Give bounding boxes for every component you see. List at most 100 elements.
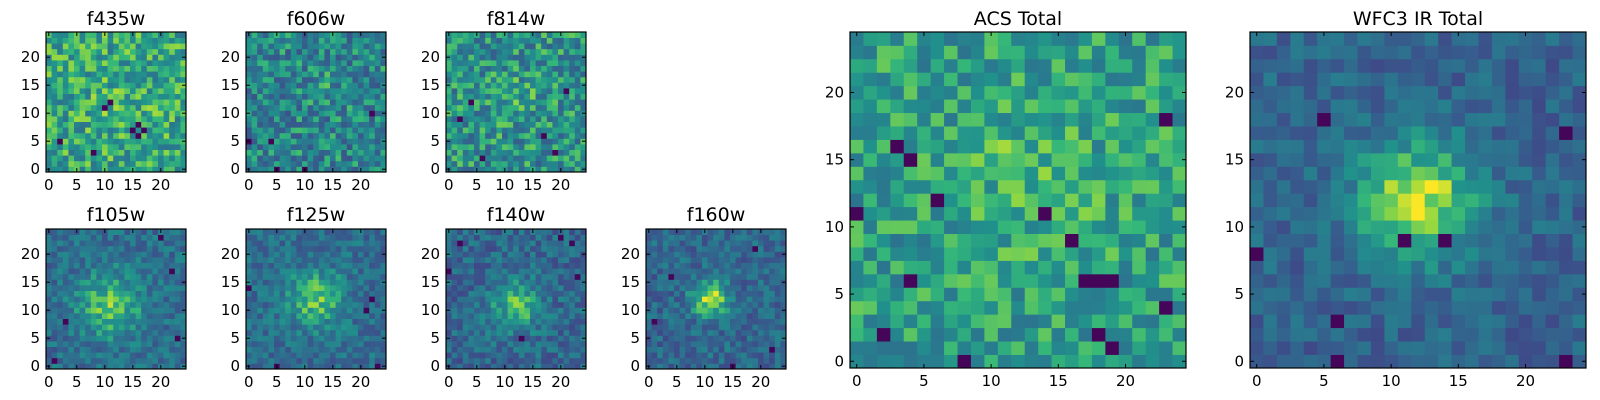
- heatmap-cell: [451, 110, 458, 117]
- x-tick-label: 15: [523, 176, 542, 194]
- heatmap-cell: [307, 363, 314, 370]
- heatmap-cell: [1118, 314, 1133, 329]
- heatmap-cell: [62, 335, 69, 342]
- heatmap-cell: [302, 60, 308, 66]
- heatmap-cell: [352, 279, 359, 286]
- heatmap-cell: [552, 229, 559, 235]
- heatmap-cell: [130, 48, 136, 55]
- heatmap-cell: [335, 138, 342, 145]
- heatmap-cell: [662, 268, 669, 275]
- heatmap-cell: [1051, 166, 1066, 181]
- heatmap-cell: [446, 88, 452, 94]
- heatmap-cell: [944, 220, 958, 234]
- heatmap-cell: [107, 93, 114, 100]
- heatmap-cell: [152, 251, 159, 258]
- heatmap-cell: [174, 357, 181, 364]
- heatmap-cell: [758, 357, 764, 364]
- heatmap-cell: [651, 363, 658, 370]
- heatmap-cell: [346, 296, 353, 303]
- heatmap-cell: [358, 99, 364, 106]
- heatmap-cell: [1065, 166, 1079, 181]
- heatmap-cell: [490, 88, 497, 94]
- heatmap-cell: [462, 229, 469, 235]
- heatmap-cell: [257, 65, 264, 72]
- heatmap-cell: [268, 93, 275, 100]
- heatmap-cell: [62, 245, 69, 252]
- heatmap-cell: [257, 60, 264, 66]
- heatmap-cell: [479, 160, 486, 167]
- heatmap-cell: [490, 144, 497, 150]
- heatmap-cell: [462, 234, 469, 241]
- heatmap-cell: [46, 149, 52, 156]
- heatmap-cell: [130, 324, 136, 331]
- heatmap-cell: [724, 262, 731, 269]
- heatmap-cell: [374, 116, 381, 122]
- heatmap-cell: [752, 341, 759, 347]
- heatmap-cell: [307, 279, 314, 286]
- heatmap-cell: [479, 166, 486, 173]
- heatmap-cell: [57, 313, 64, 319]
- heatmap-cell: [1105, 166, 1120, 181]
- heatmap-cell: [90, 138, 97, 145]
- heatmap-cell: [496, 329, 503, 336]
- heatmap-cell: [380, 352, 387, 359]
- heatmap-cell: [135, 318, 142, 325]
- heatmap-cell: [96, 285, 103, 291]
- heatmap-cell: [62, 116, 69, 122]
- heatmap-cell: [903, 152, 918, 167]
- heatmap-cell: [302, 144, 308, 150]
- heatmap-cell: [917, 327, 932, 342]
- heatmap-cell: [274, 279, 280, 286]
- heatmap-cell: [1132, 273, 1147, 288]
- heatmap-cell: [1159, 314, 1173, 329]
- heatmap-cell: [296, 279, 303, 286]
- heatmap-cell: [346, 116, 353, 122]
- heatmap-cell: [479, 82, 486, 89]
- heatmap-cell: [451, 285, 458, 291]
- heatmap-cell: [546, 132, 553, 139]
- heatmap-cell: [696, 318, 703, 325]
- heatmap-cell: [346, 301, 353, 308]
- heatmap-cell: [752, 363, 759, 370]
- heatmap-cell: [163, 301, 170, 308]
- x-tick-label: 0: [444, 373, 454, 391]
- heatmap-cell: [302, 76, 308, 83]
- heatmap-cell: [257, 116, 264, 122]
- heatmap-cell: [268, 307, 275, 314]
- heatmap-cell: [79, 341, 86, 347]
- heatmap-cell: [574, 99, 581, 106]
- heatmap-cell: [285, 149, 292, 156]
- heatmap-cell: [651, 245, 658, 252]
- heatmap-cell: [646, 341, 652, 347]
- heatmap-cell: [1172, 260, 1187, 275]
- heatmap-cell: [274, 93, 280, 100]
- heatmap-cell: [563, 324, 570, 331]
- heatmap-cell: [290, 88, 297, 94]
- heatmap-cell: [85, 296, 92, 303]
- heatmap-cell: [574, 43, 581, 50]
- heatmap-cell: [1011, 327, 1026, 342]
- heatmap-cell: [330, 65, 336, 72]
- heatmap-cell: [124, 76, 131, 83]
- heatmap-cell: [451, 48, 458, 55]
- heatmap-cell: [346, 127, 353, 134]
- heatmap-cell: [146, 65, 153, 72]
- heatmap-cell: [74, 99, 80, 106]
- heatmap-cell: [169, 116, 176, 122]
- y-tick-label: 20: [221, 245, 240, 263]
- heatmap-cell: [490, 76, 497, 83]
- heatmap-cell: [68, 110, 75, 117]
- heatmap-cell: [752, 357, 759, 364]
- heatmap-cell: [90, 279, 97, 286]
- heatmap-cell: [546, 234, 553, 241]
- heatmap-cell: [1105, 300, 1120, 315]
- heatmap-cell: [1024, 314, 1039, 329]
- heatmap-cell: [318, 352, 325, 359]
- heatmap-cell: [774, 307, 781, 314]
- heatmap-cell: [318, 234, 325, 241]
- heatmap-cell: [257, 307, 264, 314]
- heatmap-cell: [46, 296, 52, 303]
- heatmap-cell: [96, 155, 103, 162]
- heatmap-cell: [107, 32, 114, 38]
- heatmap-cell: [102, 149, 108, 156]
